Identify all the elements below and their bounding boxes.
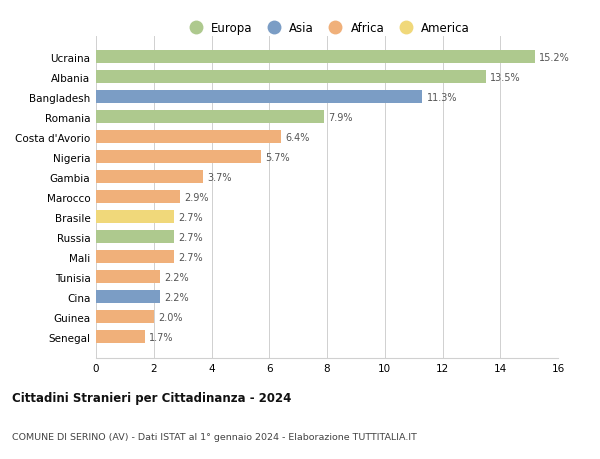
Text: Cittadini Stranieri per Cittadinanza - 2024: Cittadini Stranieri per Cittadinanza - 2… — [12, 391, 292, 404]
Text: 2.7%: 2.7% — [178, 252, 203, 262]
Text: 7.9%: 7.9% — [328, 112, 353, 123]
Text: 15.2%: 15.2% — [539, 53, 570, 63]
Text: 5.7%: 5.7% — [265, 152, 290, 162]
Bar — [96, 71, 486, 84]
Bar — [96, 171, 203, 184]
Text: 11.3%: 11.3% — [427, 93, 457, 103]
Text: 13.5%: 13.5% — [490, 73, 521, 83]
Text: 6.4%: 6.4% — [285, 133, 310, 143]
Text: 2.7%: 2.7% — [178, 213, 203, 222]
Bar — [96, 91, 422, 104]
Text: 2.0%: 2.0% — [158, 312, 182, 322]
Bar — [96, 291, 160, 303]
Text: 1.7%: 1.7% — [149, 332, 174, 342]
Bar — [96, 271, 160, 284]
Bar — [96, 191, 180, 204]
Text: 2.9%: 2.9% — [184, 192, 209, 202]
Text: 2.7%: 2.7% — [178, 232, 203, 242]
Text: 3.7%: 3.7% — [207, 173, 232, 182]
Bar — [96, 51, 535, 64]
Text: COMUNE DI SERINO (AV) - Dati ISTAT al 1° gennaio 2024 - Elaborazione TUTTITALIA.: COMUNE DI SERINO (AV) - Dati ISTAT al 1°… — [12, 431, 417, 441]
Bar — [96, 311, 154, 324]
Bar — [96, 111, 324, 124]
Bar — [96, 211, 174, 224]
Bar — [96, 231, 174, 244]
Bar — [96, 330, 145, 343]
Bar — [96, 151, 260, 164]
Text: 2.2%: 2.2% — [164, 272, 188, 282]
Legend: Europa, Asia, Africa, America: Europa, Asia, Africa, America — [179, 17, 475, 39]
Bar — [96, 131, 281, 144]
Text: 2.2%: 2.2% — [164, 292, 188, 302]
Bar — [96, 251, 174, 263]
